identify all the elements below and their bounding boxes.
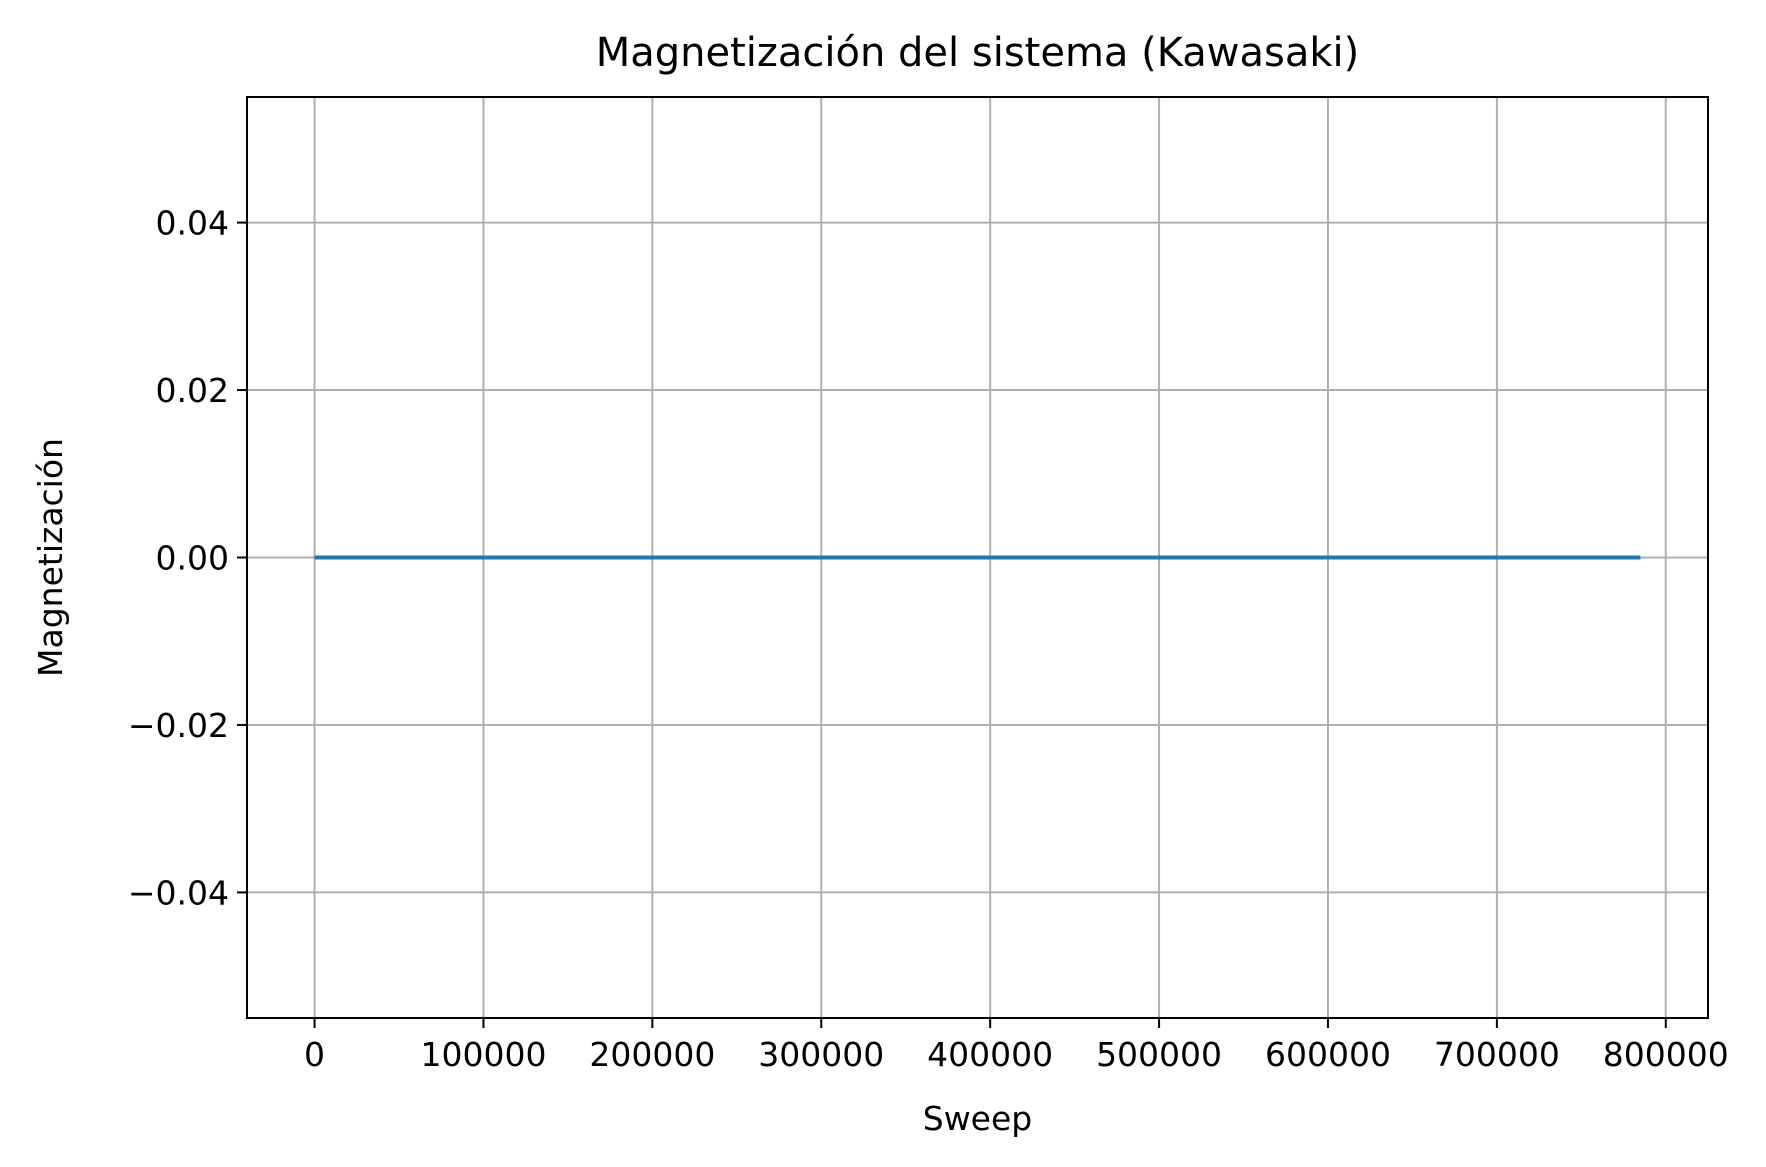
x-tick-label: 700000 bbox=[1434, 1035, 1560, 1074]
y-tick-label: −0.04 bbox=[128, 873, 229, 912]
x-tick-label: 0 bbox=[304, 1035, 325, 1074]
y-tick-label: 0.04 bbox=[156, 204, 229, 243]
x-axis-label: Sweep bbox=[923, 1099, 1033, 1138]
x-tick-label: 100000 bbox=[420, 1035, 546, 1074]
chart-title: Magnetización del sistema (Kawasaki) bbox=[596, 30, 1360, 76]
x-tick-label: 400000 bbox=[927, 1035, 1053, 1074]
y-tick-label: 0.02 bbox=[156, 371, 229, 410]
x-tick-label: 300000 bbox=[758, 1035, 884, 1074]
x-tick-label: 500000 bbox=[1096, 1035, 1222, 1074]
y-axis-label: Magnetización bbox=[31, 438, 70, 677]
y-tick-label: 0.00 bbox=[156, 539, 229, 578]
x-tick-label: 800000 bbox=[1603, 1035, 1729, 1074]
ticks: 0 100000 200000 300000 400000 500000 600000 700… bbox=[128, 204, 1729, 1074]
y-tick-label: −0.02 bbox=[128, 706, 229, 745]
x-tick-label: 600000 bbox=[1265, 1035, 1391, 1074]
x-tick-label: 200000 bbox=[589, 1035, 715, 1074]
